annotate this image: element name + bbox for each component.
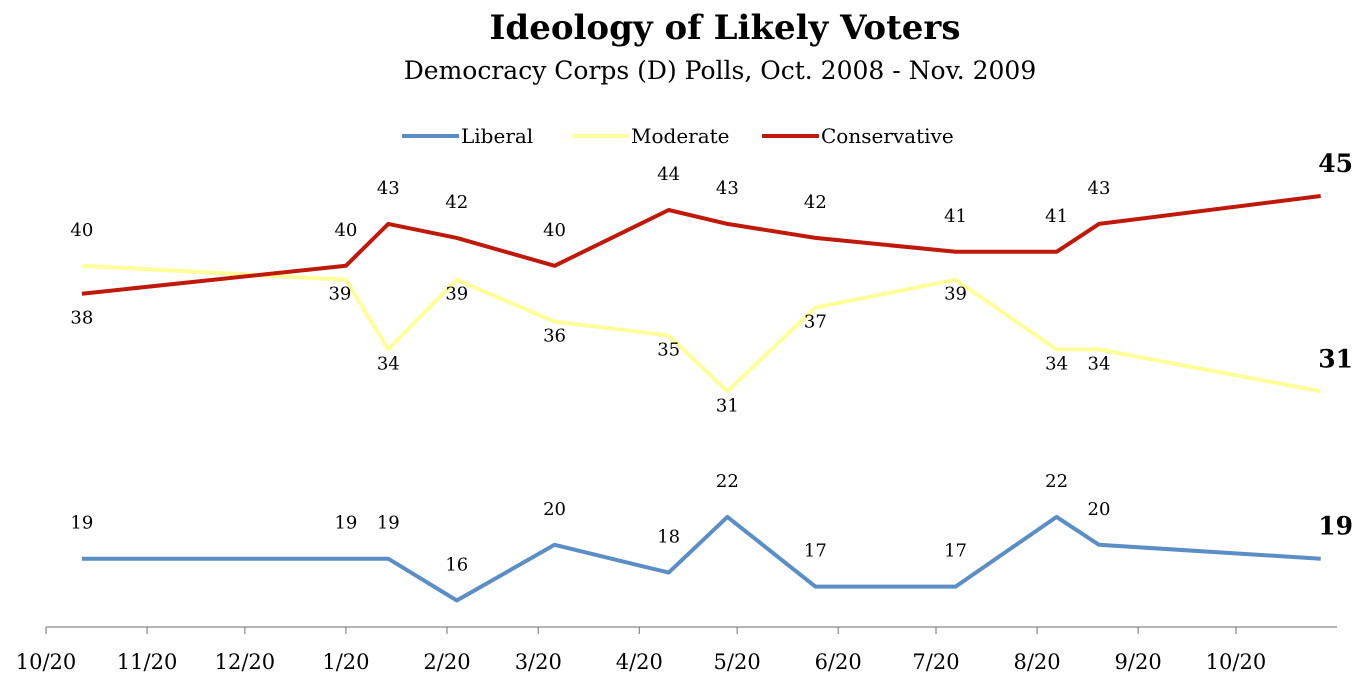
data-label-conservative: 43 xyxy=(377,178,400,199)
data-label-liberal: 19 xyxy=(70,513,93,534)
data-label-liberal: 17 xyxy=(804,541,827,562)
legend-label-moderate: Moderate xyxy=(631,124,730,148)
x-tick-label: 11/20 xyxy=(117,650,178,674)
data-label-moderate: 39 xyxy=(445,284,468,305)
data-label-moderate: 37 xyxy=(804,312,827,333)
data-label-liberal: 22 xyxy=(716,471,739,492)
data-label-conservative: 42 xyxy=(445,192,468,213)
x-tick-label: 5/20 xyxy=(714,650,761,674)
chart-legend: Liberal Moderate Conservative xyxy=(402,124,954,148)
x-tick-label: 9/20 xyxy=(1115,650,1162,674)
x-tick-label: 2/20 xyxy=(423,650,470,674)
data-label-conservative: 43 xyxy=(716,178,739,199)
x-tick-label: 6/20 xyxy=(815,650,862,674)
x-tick-label: 1/20 xyxy=(322,650,369,674)
data-label-conservative: 43 xyxy=(1088,178,1111,199)
data-label-conservative: 40 xyxy=(334,220,357,241)
end-label-conservative: 45 xyxy=(1318,149,1353,178)
series-line-liberal xyxy=(81,514,1321,603)
data-label-liberal: 19 xyxy=(334,513,357,534)
legend-label-conservative: Conservative xyxy=(821,124,954,148)
x-tick-label: 4/20 xyxy=(616,650,663,674)
data-label-moderate: 34 xyxy=(377,353,400,374)
data-label-conservative: 42 xyxy=(804,192,827,213)
chart-title: Ideology of Likely Voters xyxy=(489,8,961,48)
data-label-liberal: 16 xyxy=(445,555,468,576)
x-tick-label: 7/20 xyxy=(912,650,959,674)
data-label-liberal: 17 xyxy=(944,541,967,562)
end-label-liberal: 19 xyxy=(1318,512,1353,541)
data-label-moderate: 34 xyxy=(1045,353,1068,374)
data-label-moderate: 39 xyxy=(944,284,967,305)
x-tick-label: 12/20 xyxy=(215,650,276,674)
data-label-conservative: 44 xyxy=(657,164,680,185)
data-label-moderate: 36 xyxy=(543,326,566,347)
data-label-moderate: 39 xyxy=(328,284,351,305)
series-line-moderate xyxy=(81,263,1322,394)
data-label-moderate: 35 xyxy=(657,340,680,361)
data-labels: 19 19 19 16 20 18 22 17 17 22 20 19 40 39 34 39 36 35 31 37… xyxy=(70,149,1353,576)
series-lines xyxy=(81,194,1322,603)
data-label-conservative: 41 xyxy=(1045,206,1068,227)
x-tick-label: 10/20 xyxy=(1206,650,1267,674)
x-tick-label: 10/20 xyxy=(16,650,77,674)
x-tick-label: 8/20 xyxy=(1013,650,1060,674)
data-label-liberal: 19 xyxy=(377,513,400,534)
data-label-conservative: 40 xyxy=(543,220,566,241)
data-label-moderate: 34 xyxy=(1088,353,1111,374)
x-axis: 10/20 11/20 12/20 1/20 2/20 3/20 4/20 5/20 6/20 7… xyxy=(16,626,1337,674)
data-label-liberal: 18 xyxy=(657,527,680,548)
end-label-moderate: 31 xyxy=(1318,344,1353,373)
data-label-liberal: 22 xyxy=(1045,471,1068,492)
chart-subtitle: Democracy Corps (D) Polls, Oct. 2008 - N… xyxy=(403,56,1037,85)
data-label-liberal: 20 xyxy=(1088,499,1111,520)
data-label-moderate: 40 xyxy=(70,220,93,241)
data-label-conservative: 41 xyxy=(944,206,967,227)
x-tick-label: 3/20 xyxy=(515,650,562,674)
legend-label-liberal: Liberal xyxy=(461,124,533,148)
data-label-moderate: 31 xyxy=(716,395,739,416)
data-label-liberal: 20 xyxy=(543,499,566,520)
series-line-conservative xyxy=(81,194,1321,296)
data-label-conservative: 38 xyxy=(70,308,93,329)
